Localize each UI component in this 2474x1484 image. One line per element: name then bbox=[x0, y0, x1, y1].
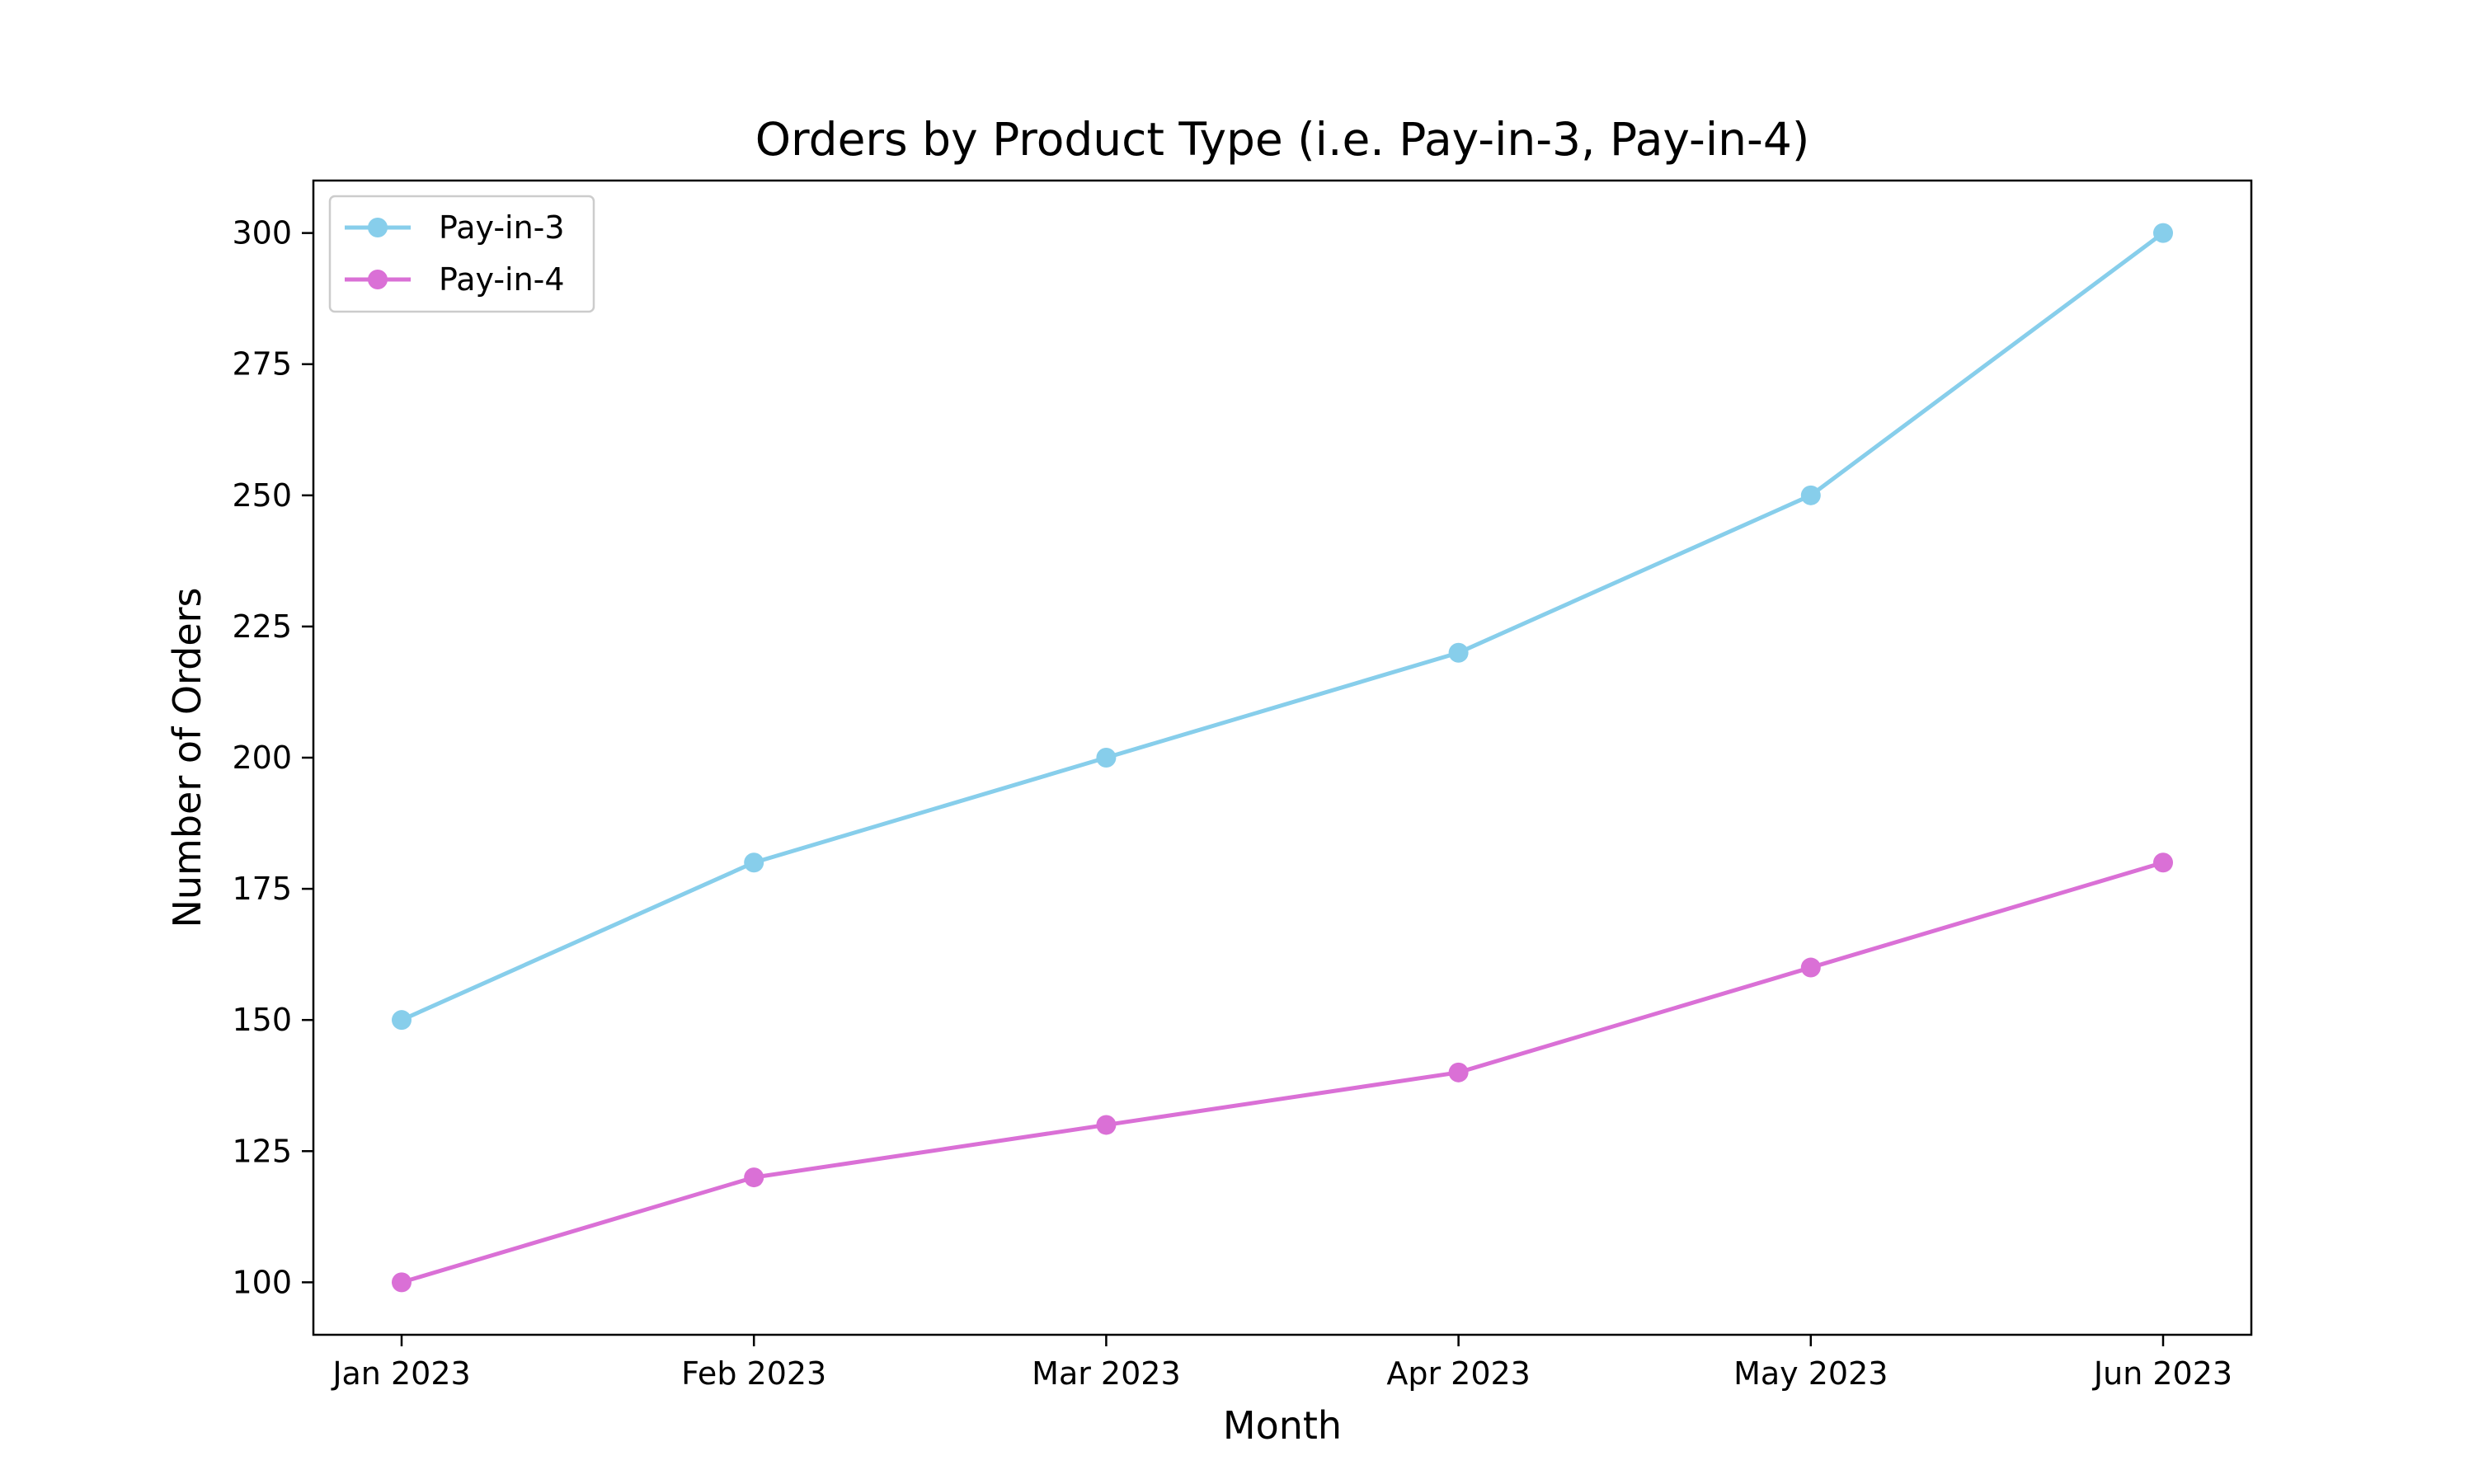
data-point bbox=[1096, 1115, 1117, 1135]
data-point bbox=[1800, 957, 1821, 978]
data-point bbox=[392, 1010, 412, 1031]
data-point bbox=[1448, 1062, 1469, 1082]
legend-item: Pay-in-4 bbox=[345, 261, 565, 298]
legend-label: Pay-in-4 bbox=[439, 261, 565, 298]
x-tick-label: Jan 2023 bbox=[331, 1355, 470, 1392]
y-tick-label: 250 bbox=[232, 477, 292, 514]
series-pay-in-3 bbox=[392, 223, 2173, 1031]
legend-label: Pay-in-3 bbox=[439, 209, 565, 246]
y-axis-label: Number of Orders bbox=[165, 587, 209, 928]
data-point bbox=[2153, 852, 2173, 873]
x-tick-label: May 2023 bbox=[1733, 1355, 1888, 1392]
y-tick-label: 300 bbox=[232, 215, 292, 251]
x-axis-label: Month bbox=[1223, 1403, 1342, 1448]
legend: Pay-in-3 Pay-in-4 bbox=[328, 195, 595, 313]
data-point bbox=[392, 1272, 412, 1293]
series-line bbox=[400, 231, 2165, 1022]
x-tick-label: Mar 2023 bbox=[1032, 1355, 1180, 1392]
y-tick-label: 200 bbox=[232, 740, 292, 776]
chart-title: Orders by Product Type (i.e. Pay-in-3, P… bbox=[755, 113, 1810, 166]
x-tick-label: Jun 2023 bbox=[2092, 1355, 2232, 1392]
data-point bbox=[2153, 223, 2173, 243]
y-tick-label: 175 bbox=[232, 871, 292, 907]
data-point bbox=[744, 852, 764, 873]
x-tick-label: Apr 2023 bbox=[1386, 1355, 1531, 1392]
legend-marker bbox=[368, 270, 388, 289]
data-point bbox=[1800, 485, 1821, 505]
series-pay-in-4 bbox=[392, 852, 2173, 1293]
x-tick-label: Feb 2023 bbox=[681, 1355, 826, 1392]
y-tick-label: 225 bbox=[232, 608, 292, 645]
series-line bbox=[401, 860, 2164, 1284]
plot-area bbox=[392, 223, 2173, 1293]
legend-marker bbox=[368, 218, 388, 237]
y-tick-label: 100 bbox=[232, 1264, 292, 1300]
legend-box bbox=[328, 195, 595, 313]
y-tick-label: 275 bbox=[232, 346, 292, 383]
legend-item: Pay-in-3 bbox=[345, 209, 565, 246]
x-axis: Jan 2023 Feb 2023 Mar 2023 Apr 2023 May 2023… bbox=[331, 1335, 2232, 1392]
data-point bbox=[744, 1167, 764, 1188]
y-tick-label: 125 bbox=[232, 1133, 292, 1169]
y-tick-label: 150 bbox=[232, 1002, 292, 1038]
data-point bbox=[1448, 642, 1469, 663]
data-point bbox=[1096, 748, 1117, 768]
y-axis: 100 125 150 175 200 225 250 275 300 bbox=[232, 215, 313, 1300]
